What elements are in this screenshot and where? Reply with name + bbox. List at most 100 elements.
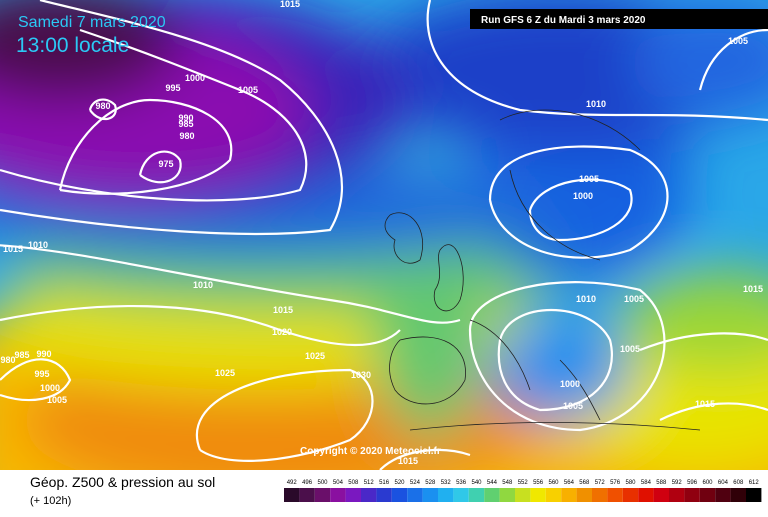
scale-swatch	[407, 488, 423, 502]
scale-label: 560	[548, 480, 559, 486]
scale-label: 600	[702, 480, 713, 486]
scale-label: 548	[502, 480, 513, 486]
scale-label: 532	[441, 480, 452, 486]
scale-swatch	[499, 488, 515, 502]
scale-swatch	[653, 488, 669, 502]
scale-swatch	[422, 488, 438, 502]
isobar-label: 1005	[728, 36, 748, 46]
scale-swatch	[330, 488, 346, 502]
scale-swatch	[746, 488, 762, 502]
scale-swatch	[545, 488, 562, 502]
scale-label: 556	[533, 480, 544, 486]
scale-swatch	[314, 488, 331, 502]
scale-swatch	[576, 488, 592, 502]
isobar-label: 995	[165, 83, 180, 93]
scale-label: 508	[348, 480, 359, 486]
isobar-label: 1010	[586, 99, 606, 109]
isobar-label: 1015	[273, 305, 293, 315]
isobar-label: 1015	[280, 0, 300, 9]
isobar-label: 1005	[624, 294, 644, 304]
scale-swatch	[299, 488, 315, 502]
scale-label: 584	[641, 480, 652, 486]
scale-swatch	[638, 488, 654, 502]
coastlines	[384, 109, 701, 431]
scale-swatch	[484, 488, 500, 502]
isobar-label: 975	[158, 159, 173, 169]
scale-swatch	[438, 488, 454, 502]
isobar-label: 1005	[579, 174, 599, 184]
scale-swatch	[391, 488, 408, 502]
scale-label: 536	[456, 480, 467, 486]
isobar-label: 1020	[272, 327, 292, 337]
scale-swatch	[684, 488, 700, 502]
isobar-label: 980	[179, 131, 194, 141]
run-box	[470, 9, 768, 29]
isobar-label: 1015	[695, 399, 715, 409]
scale-swatch	[361, 488, 377, 502]
scale-label: 496	[302, 480, 313, 486]
scale-label: 512	[364, 480, 375, 486]
isobar-label: 980	[95, 101, 110, 111]
isobar-label: 985	[178, 119, 193, 129]
scale-swatch	[622, 488, 639, 502]
isobar-label: 990	[178, 113, 193, 123]
scale-swatch	[730, 488, 746, 502]
isobar-label: 1005	[47, 395, 67, 405]
footer-title: Géop. Z500 & pression au sol	[30, 474, 215, 490]
scale-label: 604	[718, 480, 729, 486]
run-label: Run GFS 6 Z du Mardi 3 mars 2020	[481, 15, 646, 26]
scale-label: 564	[564, 480, 575, 486]
scale-swatch	[345, 488, 361, 502]
scale-swatch	[592, 488, 608, 502]
isobar-label: 1000	[560, 379, 580, 389]
scale-label: 540	[471, 480, 482, 486]
date-label: Samedi 7 mars 2020	[18, 14, 166, 31]
isobar-label: 995	[34, 369, 49, 379]
isobar-label: 1010	[28, 240, 48, 250]
isobar-label: 1000	[573, 191, 593, 201]
scale-label: 592	[672, 480, 683, 486]
scale-label: 500	[317, 480, 328, 486]
isobar-label: 990	[36, 349, 51, 359]
scale-label: 576	[610, 480, 621, 486]
isobar-label: 1000	[185, 73, 205, 83]
scale-swatch	[453, 488, 469, 502]
isobar-label: 1015	[3, 244, 23, 254]
copyright: Copyright © 2020 Meteociel.fr	[300, 446, 441, 457]
scale-swatch	[284, 488, 300, 502]
isobar-label: 1005	[563, 401, 583, 411]
scale-label: 504	[333, 480, 344, 486]
scale-label: 588	[656, 480, 667, 486]
isobar-label: 985	[14, 350, 29, 360]
scale-label: 596	[687, 480, 698, 486]
scale-label: 520	[394, 480, 405, 486]
scale-label: 492	[287, 480, 298, 486]
scale-swatch	[468, 488, 485, 502]
scale-label: 544	[487, 480, 498, 486]
scale-label: 552	[518, 480, 529, 486]
isobar-label: 1005	[238, 85, 258, 95]
isobar-label: 1015	[743, 284, 763, 294]
isobar-label: 1025	[305, 351, 325, 361]
isobar-label: 980	[0, 355, 15, 365]
scale-swatch	[515, 488, 531, 502]
scale-label: 524	[410, 480, 421, 486]
scale-label: 572	[595, 480, 606, 486]
scale-swatch	[561, 488, 577, 502]
scale-label: 516	[379, 480, 390, 486]
isobars	[0, 0, 768, 470]
footer-lead: (+ 102h)	[30, 495, 71, 507]
isobar-label: 1015	[398, 456, 418, 466]
color-scale: 492 496 500 504 508 512 516 520 524 528 532 536 540 5…	[284, 480, 762, 502]
isobar-label: 1025	[215, 368, 235, 378]
isobar-label: 1010	[193, 280, 213, 290]
scale-swatch	[376, 488, 392, 502]
scale-swatch	[669, 488, 685, 502]
isobar-label: 1030	[351, 370, 371, 380]
isobar-label: 1000	[40, 383, 60, 393]
time-label: 13:00 locale	[16, 34, 129, 57]
scale-swatch	[530, 488, 546, 502]
